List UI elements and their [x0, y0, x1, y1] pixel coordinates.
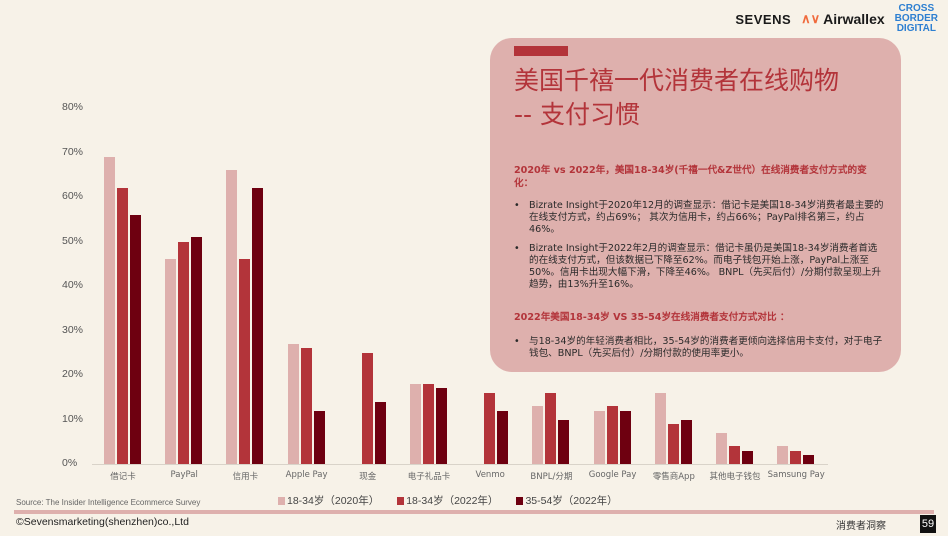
chart-bar — [742, 450, 753, 464]
source-note: Source: The Insider Intelligence Ecommer… — [16, 498, 201, 507]
x-tick-label: Venmo — [475, 470, 505, 480]
y-tick-label: 40% — [62, 279, 84, 291]
x-tick-label: PayPal — [170, 470, 198, 480]
section2-heading: 2022年美国18-34岁 VS 35-54岁在线消费者支付方式对比 ： — [514, 312, 790, 323]
partner-logos: SEVENS ∧∨ Airwallex CROSS BORDER DIGITAL — [735, 2, 938, 36]
chart-bar — [361, 352, 373, 464]
chart-bar — [667, 423, 679, 464]
chart-bar — [545, 392, 557, 464]
accent-bar — [514, 46, 568, 56]
summary-panel: 美国千禧一代消费者在线购物 -- 支付习惯 2020年 vs 2022年，美国1… — [490, 38, 901, 372]
x-tick-label: BNPL/分期 — [530, 472, 573, 482]
airwallex-mark-icon: ∧∨ — [801, 11, 821, 26]
chart-bar — [165, 259, 177, 464]
y-tick-label: 0% — [62, 457, 78, 469]
page-number: 59 — [920, 515, 936, 533]
chart-bar — [777, 446, 789, 464]
chart-bar — [374, 401, 386, 464]
legend-item: 18-34岁（2022年） — [397, 493, 498, 508]
y-tick-label: 50% — [62, 234, 84, 247]
chart-bar — [729, 446, 740, 464]
chart-bar — [287, 343, 299, 464]
x-tick-label: Apple Pay — [285, 470, 328, 480]
legend-swatch-icon — [516, 496, 524, 505]
bullet-item: 与18-34岁的年轻消费者相比，35-54岁的消费者更倾向选择信用卡支付，对于电… — [514, 336, 884, 360]
legend-item: 18-34岁（2020年） — [278, 493, 379, 508]
sevens-logo: SEVENS — [735, 11, 792, 27]
y-tick-label: 60% — [62, 190, 84, 202]
x-tick-label: Google Pay — [588, 470, 637, 480]
chart-bar — [117, 188, 128, 464]
y-tick-label: 20% — [62, 368, 84, 380]
chart-bar — [803, 455, 815, 464]
legend-item: 35-54岁（2022年） — [516, 493, 618, 508]
x-tick-label: 现金 — [359, 472, 377, 482]
page-title: 美国千禧一代消费者在线购物 -- 支付习惯 — [514, 66, 840, 129]
y-tick-label: 10% — [62, 412, 84, 425]
y-tick-label: 80% — [62, 101, 84, 113]
x-tick-label: Samsung Pay — [767, 470, 825, 480]
airwallex-logo: ∧∨ Airwallex — [801, 11, 885, 27]
chart-bar — [104, 156, 115, 464]
chart-bar — [226, 170, 238, 464]
chart-bar — [619, 410, 631, 464]
x-tick-label: 借记卡 — [110, 472, 136, 482]
chart-bar — [191, 237, 203, 464]
copyright: ©Sevensmarketing(shenzhen)co.,Ltd — [16, 516, 189, 528]
section-label: 消费者洞察 — [836, 521, 886, 532]
x-tick-label: 电子礼品卡 — [407, 472, 451, 482]
chart-bar — [130, 214, 141, 464]
chart-bar — [532, 406, 544, 464]
y-tick-label: 30% — [62, 323, 84, 336]
chart-bar — [558, 419, 570, 464]
bullet-item: Bizrate Insight于2020年12月的调查显示：借记卡是美国18-3… — [514, 200, 884, 236]
x-tick-label: 信用卡 — [232, 472, 259, 482]
x-tick-label: 其他电子钱包 — [709, 472, 761, 482]
chart-bar — [252, 188, 264, 464]
chart-bar — [593, 410, 605, 464]
bullet-item: Bizrate Insight于2022年2月的调查显示：借记卡虽仍是美国18-… — [514, 243, 884, 291]
chart-bar — [680, 419, 692, 464]
chart-bar — [790, 450, 802, 464]
chart-bar — [654, 392, 666, 464]
chart-bar — [423, 383, 434, 464]
cross-border-digital-logo: CROSS BORDER DIGITAL — [894, 3, 938, 34]
legend-swatch-icon — [397, 496, 405, 505]
footer-divider — [14, 510, 934, 514]
y-tick-label: 70% — [62, 145, 84, 158]
chart-bar — [606, 406, 618, 464]
chart-bar — [300, 348, 312, 464]
chart-bar — [484, 392, 496, 464]
chart-bar — [436, 388, 447, 464]
section1-bullets: Bizrate Insight于2020年12月的调查显示：借记卡是美国18-3… — [514, 200, 884, 298]
x-tick-label: 零售商App — [652, 472, 695, 482]
section2-bullets: 与18-34岁的年轻消费者相比，35-54岁的消费者更倾向选择信用卡支付，对于电… — [514, 336, 884, 367]
chart-bar — [313, 410, 325, 464]
chart-bar — [239, 259, 251, 464]
chart-bar — [410, 383, 421, 464]
legend-swatch-icon — [278, 496, 285, 505]
chart-legend: 18-34岁（2020年） 18-34岁（2022年） 35-54岁（2022年） — [278, 493, 618, 508]
chart-bar — [716, 432, 727, 464]
section1-heading: 2020年 vs 2022年，美国18-34岁(千禧一代&Z世代）在线消费者支付… — [514, 165, 867, 189]
chart-bar — [178, 241, 190, 464]
chart-bar — [497, 410, 509, 464]
x-axis-line — [92, 464, 828, 465]
